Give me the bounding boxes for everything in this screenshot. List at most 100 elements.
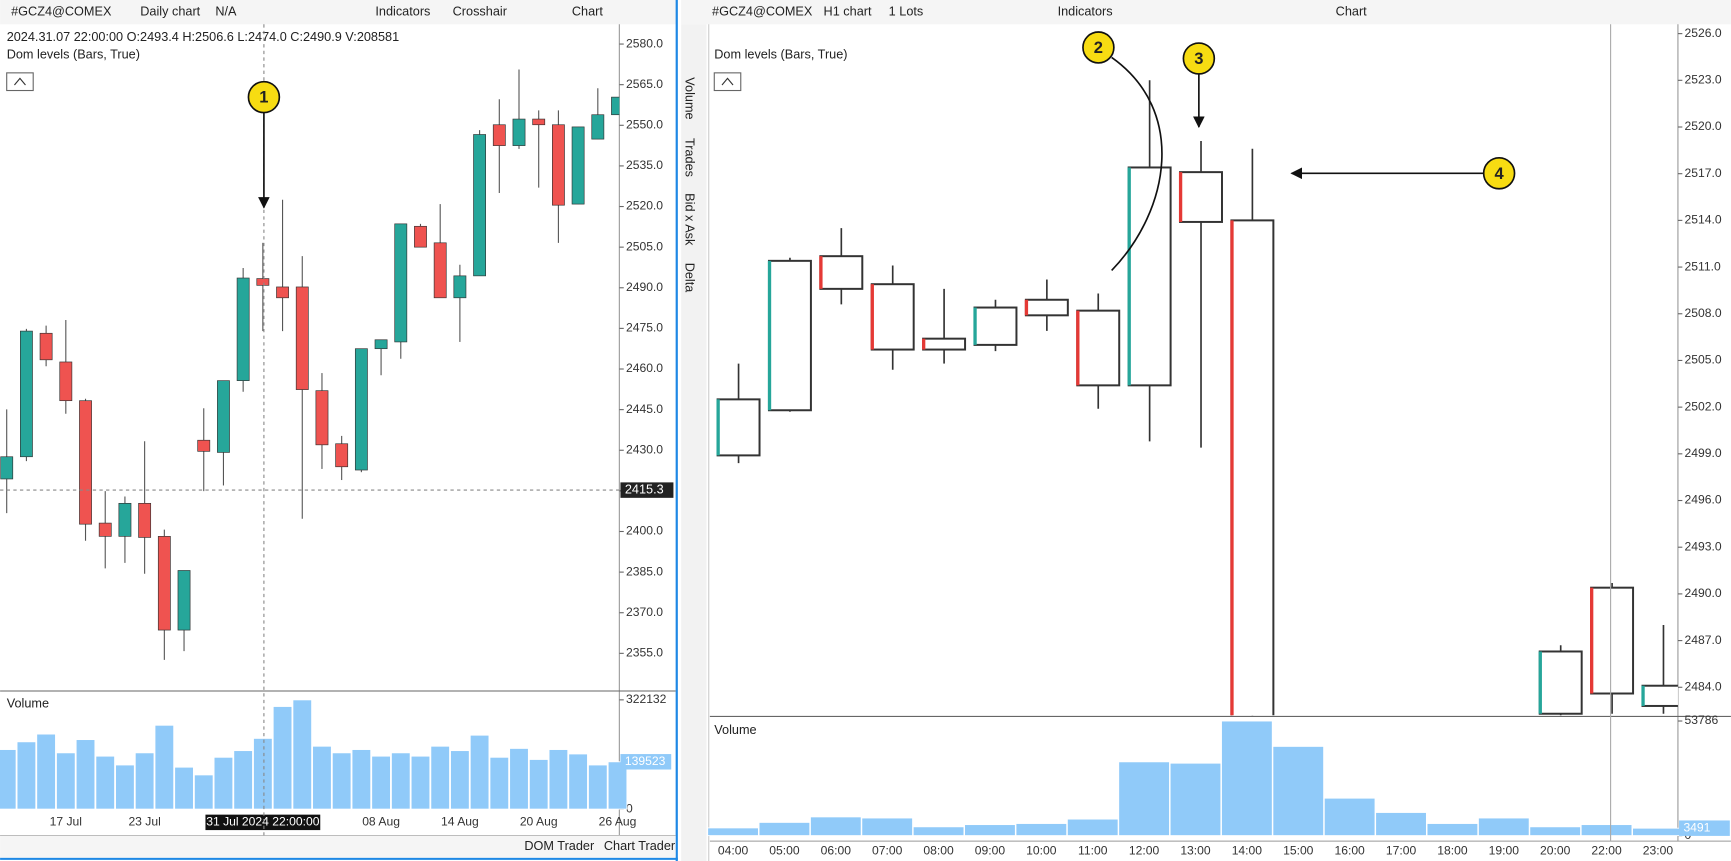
candle-body [374,339,388,350]
x-tick-label: 22:00 [1591,843,1622,857]
account[interactable]: N/A [215,5,237,19]
side-tab[interactable]: Delta [683,263,697,294]
candle-body [295,286,309,390]
candle-body [433,242,447,299]
y-tick-label: 2514.0 [1685,213,1722,227]
right-panel [678,0,1731,861]
x-tick-label: 04:00 [718,843,749,857]
volume-bar [95,755,116,810]
candle-edge [1178,172,1183,222]
dom-trader-button[interactable]: DOM Trader [524,839,595,853]
volume-bar [509,747,529,810]
x-tick-label: 23:00 [1643,843,1674,857]
candle-body [716,398,761,457]
y-tick-label: 2460.0 [626,361,663,375]
volume-bar [469,734,490,810]
collapse-button[interactable] [713,72,742,92]
volume-bar [55,752,76,810]
volume-bar [1375,812,1427,837]
candle-body [767,259,812,412]
volume-bar [253,737,273,810]
x-tick-label: 14:00 [1232,843,1263,857]
x-tick-label: 12:00 [1129,843,1160,857]
volume-bar [312,745,332,810]
ohlc-info: 2024.31.07 22:00:00 O:2493.4 H:2506.6 L:… [7,30,399,44]
volume-bar [36,733,56,810]
y-tick-label: 2499.0 [1685,446,1722,460]
volume-bar [1221,720,1273,837]
timeframe[interactable]: Daily chart [140,5,200,19]
last-value-label: 139523 [625,754,666,768]
y-tick-label: 2490.0 [626,280,663,294]
collapse-icon [721,77,734,86]
y-tick-label: 2505.0 [1685,353,1722,367]
left-toolbar [0,0,678,25]
x-tick-label: 05:00 [769,843,800,857]
annotation-badge [1082,31,1115,64]
indicators-button[interactable]: Indicators [375,5,430,19]
candle-edge [1024,299,1029,316]
candle-body [571,126,585,205]
y-tick-label: 2445.0 [626,402,663,416]
y-tick-label: 2496.0 [1685,493,1722,507]
candle-body [335,443,349,468]
indicator-label: Dom levels (Bars, True) [714,48,847,62]
volume-bar [233,750,253,810]
candle-body [20,330,33,458]
volume-bar [390,752,411,810]
collapse-icon [14,77,26,86]
symbol[interactable]: #GCZ4@COMEX [11,5,112,19]
y-tick-label: 2430.0 [626,442,663,456]
y-tick-label: 2484.0 [1685,679,1722,693]
volume-bar [1580,824,1633,837]
indicators-button[interactable]: Indicators [1058,5,1113,19]
x-tick-label: 18:00 [1437,843,1468,857]
side-tab[interactable]: Bid x Ask [683,193,697,246]
y-tick-label: 2475.0 [626,321,663,335]
volume-bar [528,759,549,810]
annotation-badge [247,80,281,114]
left-footer [0,835,676,858]
crosshair-time-tag [205,814,321,831]
lots[interactable]: 1 Lots [889,5,924,19]
collapse-button[interactable] [6,72,34,92]
y-tick-label: 2490.0 [1685,586,1722,600]
volume-bar [1015,823,1068,837]
candle-body [157,536,171,631]
candle-body [1590,586,1635,695]
candle-body [354,348,368,471]
chart-trader-button[interactable]: Chart Trader [604,839,676,853]
y-tick-label: 2355.0 [626,646,663,660]
candle-body [59,361,73,402]
candle-body [315,390,329,446]
x-tick-label: 19:00 [1489,843,1520,857]
candle-body [473,134,486,277]
side-tab[interactable]: Trades [683,138,697,177]
volume-bar [430,745,451,810]
crosshair-price-tag [620,482,674,498]
volume-bar [1272,745,1325,837]
y-tick-label: 0 [626,801,633,815]
candle-body [236,277,250,381]
crosshair-button[interactable]: Crosshair [453,5,508,19]
y-tick-label: 2550.0 [626,117,663,131]
candle-body [177,570,191,631]
x-tick-label: 06:00 [821,843,852,857]
side-tab[interactable]: Volume [683,77,697,119]
crosshair-time: 31 Jul 2024 22:00:00 [206,815,320,829]
candle-body [1179,171,1223,223]
x-tick-label: 16:00 [1334,843,1365,857]
x-tick-label: 08 Aug [362,815,400,829]
timeframe[interactable]: H1 chart [824,5,872,19]
candle-body [922,337,967,351]
candles [0,69,620,660]
volume-bar [1066,818,1119,837]
symbol[interactable]: #GCZ4@COMEX [712,5,813,19]
y-tick-label: 2565.0 [626,77,663,91]
volume-bar [16,741,37,810]
candle-edge [973,307,977,345]
chart-button[interactable]: Chart [572,5,604,19]
candle-body [591,114,605,140]
candle-body [1127,166,1172,387]
